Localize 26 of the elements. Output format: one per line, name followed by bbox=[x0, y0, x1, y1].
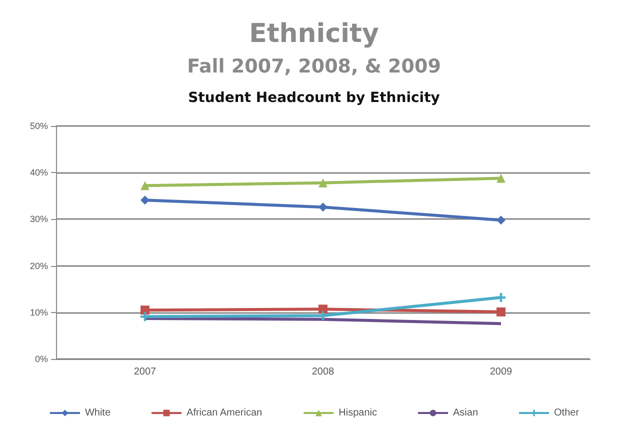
legend-label: Asian bbox=[453, 408, 478, 418]
y-tick-label: 10% bbox=[30, 307, 48, 318]
chart-title: Ethnicity bbox=[249, 19, 379, 49]
legend-label: African American bbox=[186, 408, 262, 418]
point bbox=[496, 292, 506, 302]
legend-label: Hispanic bbox=[338, 408, 378, 418]
point bbox=[140, 196, 150, 205]
y-tick-label: 20% bbox=[30, 260, 48, 271]
y-tick-label: 40% bbox=[30, 168, 48, 178]
point bbox=[496, 174, 506, 183]
legend-label: Other bbox=[554, 408, 580, 418]
x-tick-label: 2008 bbox=[312, 366, 335, 378]
x-tick-label: 2009 bbox=[490, 366, 513, 378]
point bbox=[496, 216, 506, 225]
point bbox=[318, 178, 328, 188]
x-tick-label: 2007 bbox=[134, 366, 157, 378]
y-tick-label: 30% bbox=[30, 214, 48, 224]
chart-subtitle: Fall 2007, 2008, & 2009 bbox=[187, 56, 441, 78]
y-tick-label: 0% bbox=[34, 354, 48, 364]
point bbox=[496, 307, 506, 316]
y-tick-label: 50% bbox=[30, 121, 48, 131]
text: Student Headcount by Ethnicity bbox=[188, 90, 440, 106]
point bbox=[140, 306, 150, 315]
legend-label: White bbox=[84, 408, 111, 418]
point bbox=[140, 181, 150, 190]
point bbox=[318, 304, 328, 314]
